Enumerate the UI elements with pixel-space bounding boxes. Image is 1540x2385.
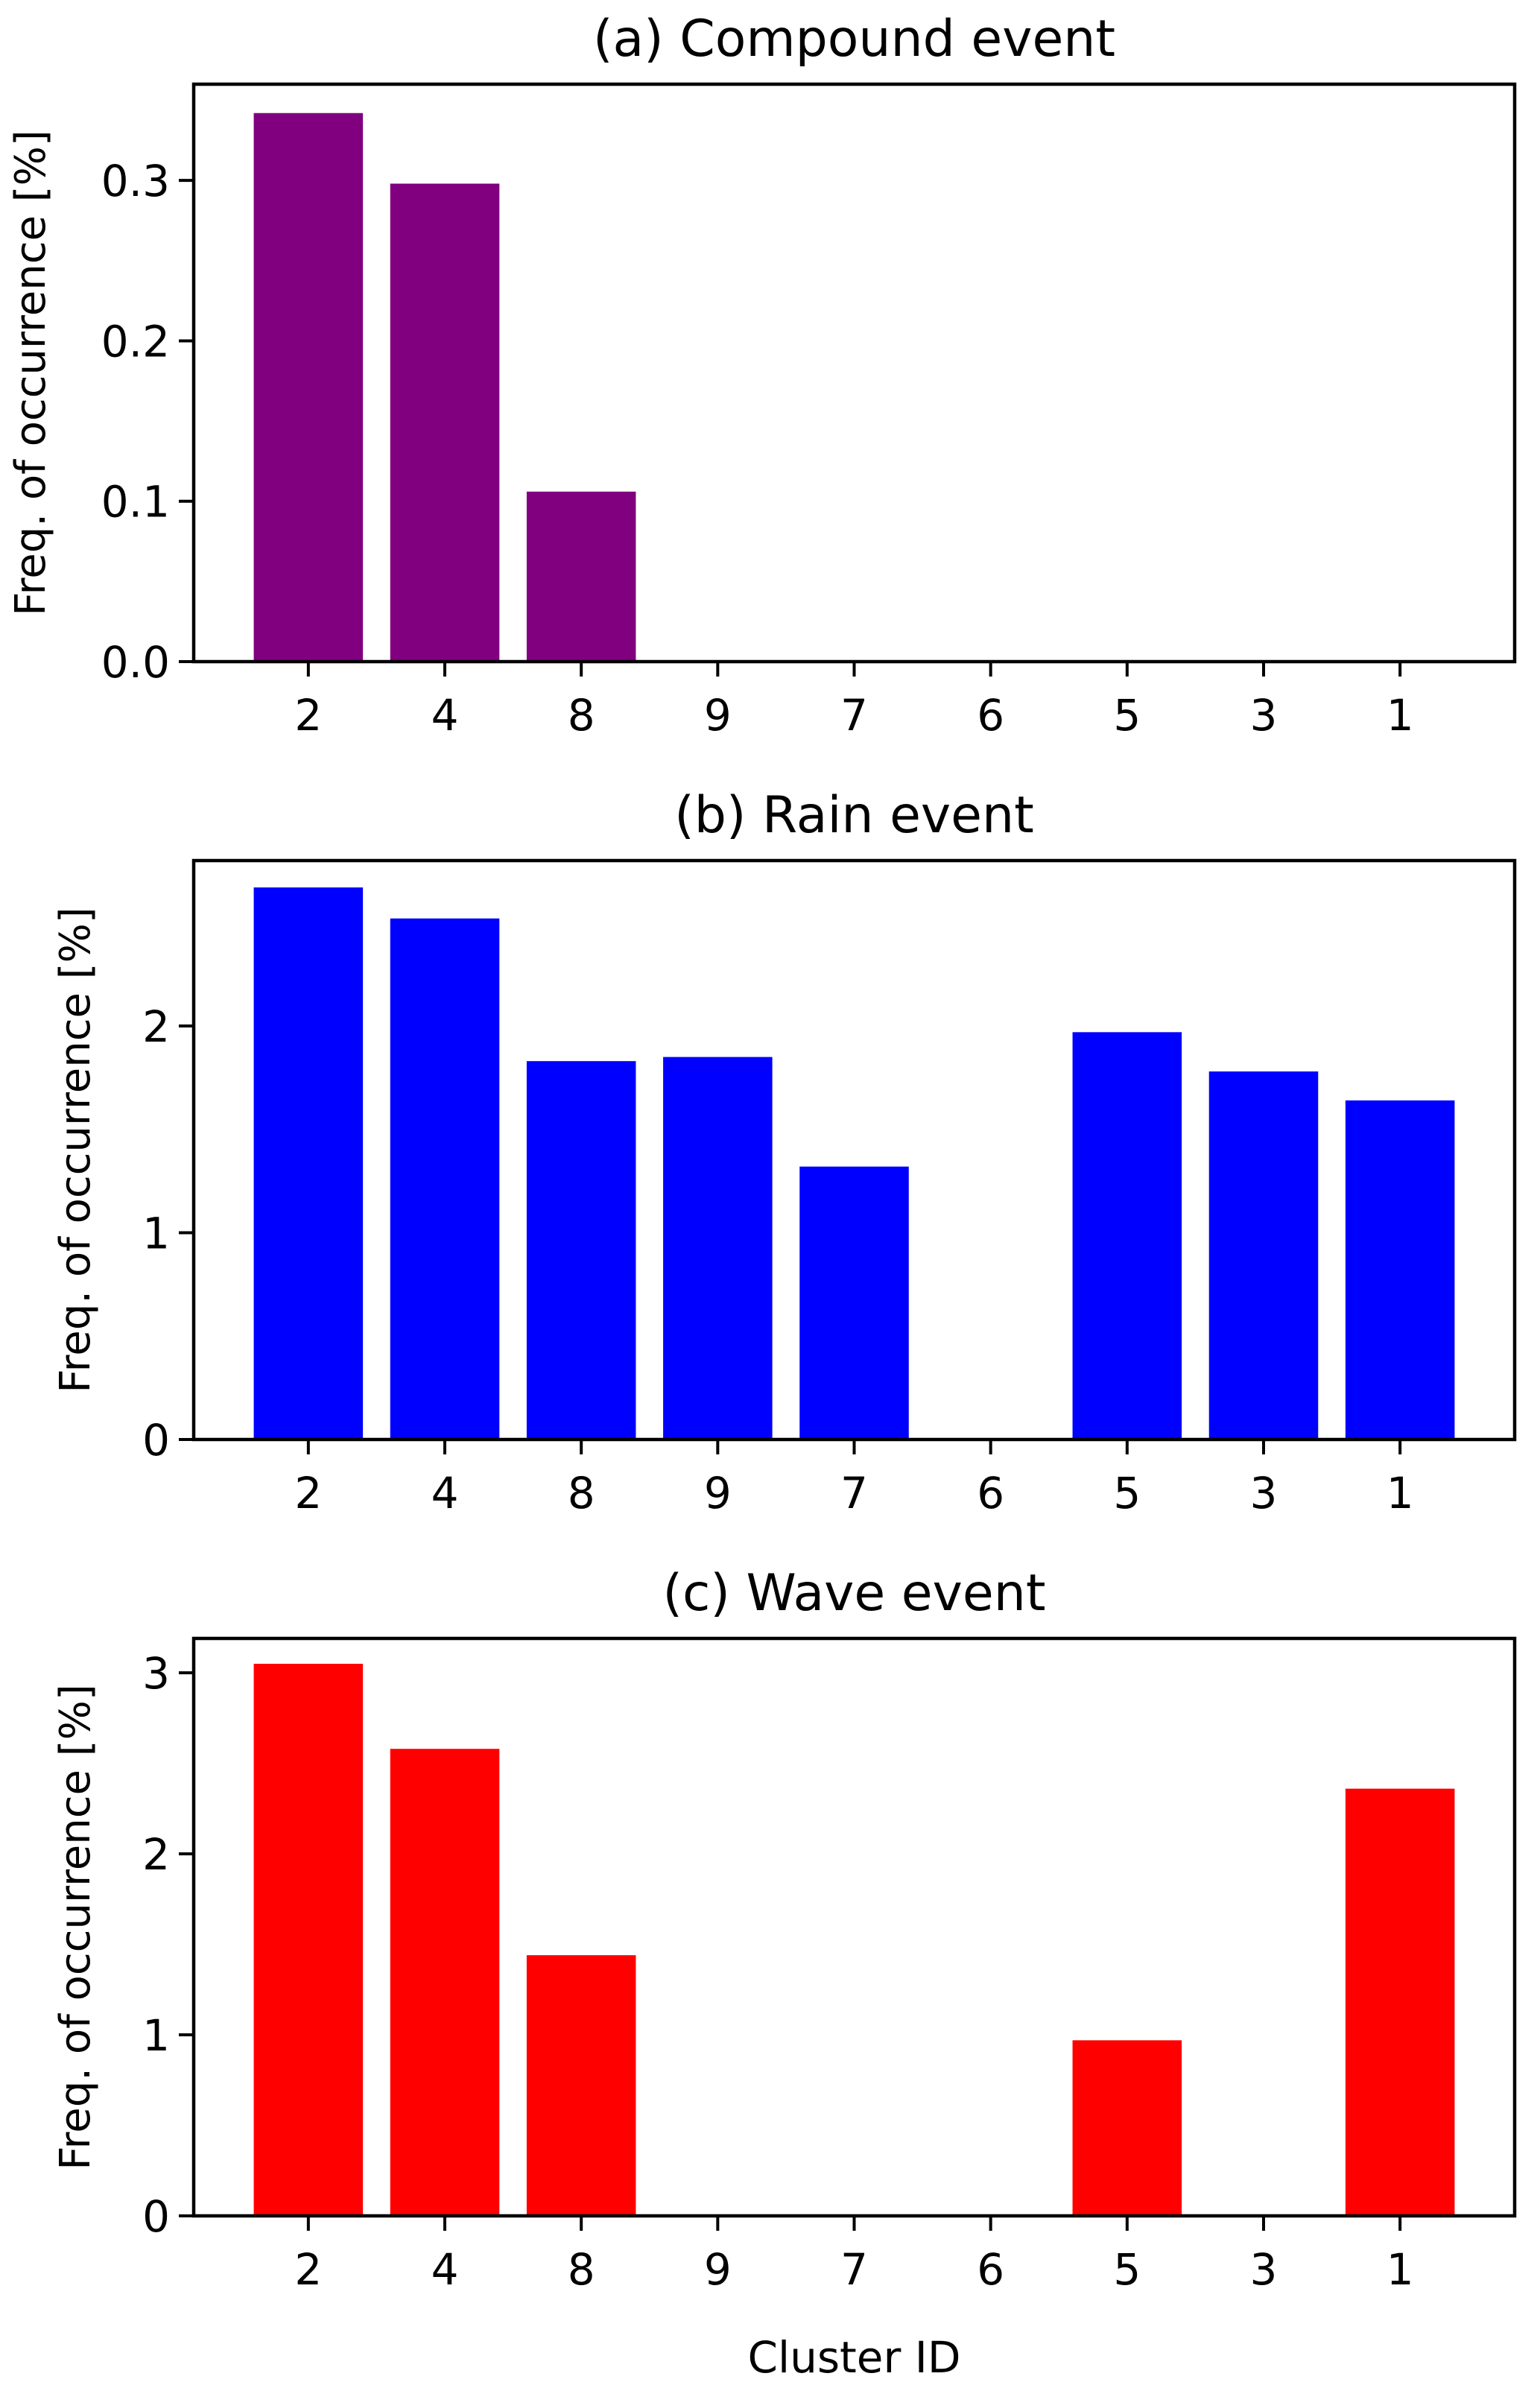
bar-cluster-4 [390, 183, 500, 662]
x-tick-label: 5 [1113, 2244, 1141, 2295]
bar-cluster-1 [1345, 1100, 1455, 1439]
x-tick-label: 6 [977, 2244, 1004, 2295]
x-tick-label: 5 [1113, 690, 1141, 741]
y-tick-label: 0.0 [101, 637, 170, 688]
panel-title: (a) Compound event [593, 10, 1115, 69]
panel-wave-event: (c) Wave event Freq. of occurrence [%] C… [51, 1564, 1517, 2383]
x-tick-label: 3 [1250, 690, 1278, 741]
axes-frame [191, 82, 1517, 664]
bar-cluster-8 [526, 1955, 636, 2216]
y-tick-label: 0.2 [101, 316, 170, 367]
x-tick-label: 4 [431, 690, 459, 741]
x-tick-label: 7 [840, 2244, 868, 2295]
x-tick-label: 2 [294, 2244, 322, 2295]
y-tick-label: 1 [142, 1209, 170, 1259]
bar-cluster-2 [253, 113, 364, 662]
x-ticks: 2 4 8 9 7 6 5 3 1 [294, 2216, 1414, 2295]
bars [253, 113, 636, 662]
bar-cluster-3 [1208, 1071, 1319, 1439]
bar-cluster-4 [390, 918, 500, 1439]
y-ticks: 0 1 2 [142, 1001, 194, 1466]
panel-title: (b) Rain event [674, 786, 1034, 845]
y-axis-label: Freq. of occurrence [%] [7, 130, 55, 615]
y-tick-label: 0 [142, 1415, 170, 1466]
bar-cluster-5 [1072, 2040, 1182, 2216]
y-tick-label: 3 [142, 1648, 170, 1699]
bar-cluster-9 [663, 1057, 773, 1439]
axes-frame [191, 1636, 1517, 2218]
x-tick-label: 2 [294, 1468, 322, 1518]
y-tick-label: 0.3 [101, 156, 170, 206]
y-ticks: 0.0 0.1 0.2 0.3 [101, 156, 194, 688]
x-tick-label: 9 [704, 1468, 732, 1518]
x-tick-label: 6 [977, 1468, 1004, 1518]
y-axis-label: Freq. of occurrence [%] [51, 1684, 100, 2170]
x-tick-label: 5 [1113, 1468, 1141, 1518]
axes-frame [191, 858, 1517, 1442]
x-tick-label: 7 [840, 1468, 868, 1518]
y-axis-label: Freq. of occurrence [%] [51, 907, 100, 1393]
x-tick-label: 8 [568, 690, 595, 741]
x-tick-label: 1 [1387, 2244, 1414, 2295]
x-axis-label: Cluster ID [747, 2332, 960, 2383]
y-tick-label: 2 [142, 1829, 170, 1880]
bar-cluster-8 [526, 1061, 636, 1439]
x-tick-label: 6 [977, 690, 1004, 741]
x-tick-label: 1 [1387, 1468, 1414, 1518]
x-tick-label: 4 [431, 2244, 459, 2295]
x-tick-label: 9 [704, 690, 732, 741]
x-ticks: 2 4 8 9 7 6 5 3 1 [294, 1439, 1414, 1518]
y-tick-label: 0.1 [101, 477, 170, 528]
x-tick-label: 3 [1250, 1468, 1278, 1518]
panel-compound-event: (a) Compound event Freq. of occurrence [… [7, 10, 1517, 741]
x-ticks: 2 4 8 9 7 6 5 3 1 [294, 662, 1414, 741]
x-tick-label: 3 [1250, 2244, 1278, 2295]
x-tick-label: 9 [704, 2244, 732, 2295]
bars [253, 1664, 1455, 2216]
x-tick-label: 8 [568, 1468, 595, 1518]
bar-cluster-2 [253, 887, 364, 1439]
bar-cluster-4 [390, 1749, 500, 2216]
bar-cluster-1 [1345, 1788, 1455, 2216]
x-tick-label: 1 [1387, 690, 1414, 741]
y-tick-label: 1 [142, 2010, 170, 2061]
bars [253, 887, 1455, 1439]
bar-cluster-2 [253, 1664, 364, 2216]
x-tick-label: 7 [840, 690, 868, 741]
bar-cluster-8 [526, 491, 636, 662]
panel-title: (c) Wave event [663, 1564, 1046, 1623]
bar-cluster-7 [799, 1166, 909, 1439]
x-tick-label: 2 [294, 690, 322, 741]
y-ticks: 0 1 2 3 [142, 1648, 194, 2242]
x-tick-label: 4 [431, 1468, 459, 1518]
panel-rain-event: (b) Rain event Freq. of occurrence [%] 0… [51, 786, 1517, 1518]
y-tick-label: 2 [142, 1001, 170, 1052]
bar-cluster-5 [1072, 1032, 1182, 1439]
y-tick-label: 0 [142, 2191, 170, 2242]
x-tick-label: 8 [568, 2244, 595, 2295]
